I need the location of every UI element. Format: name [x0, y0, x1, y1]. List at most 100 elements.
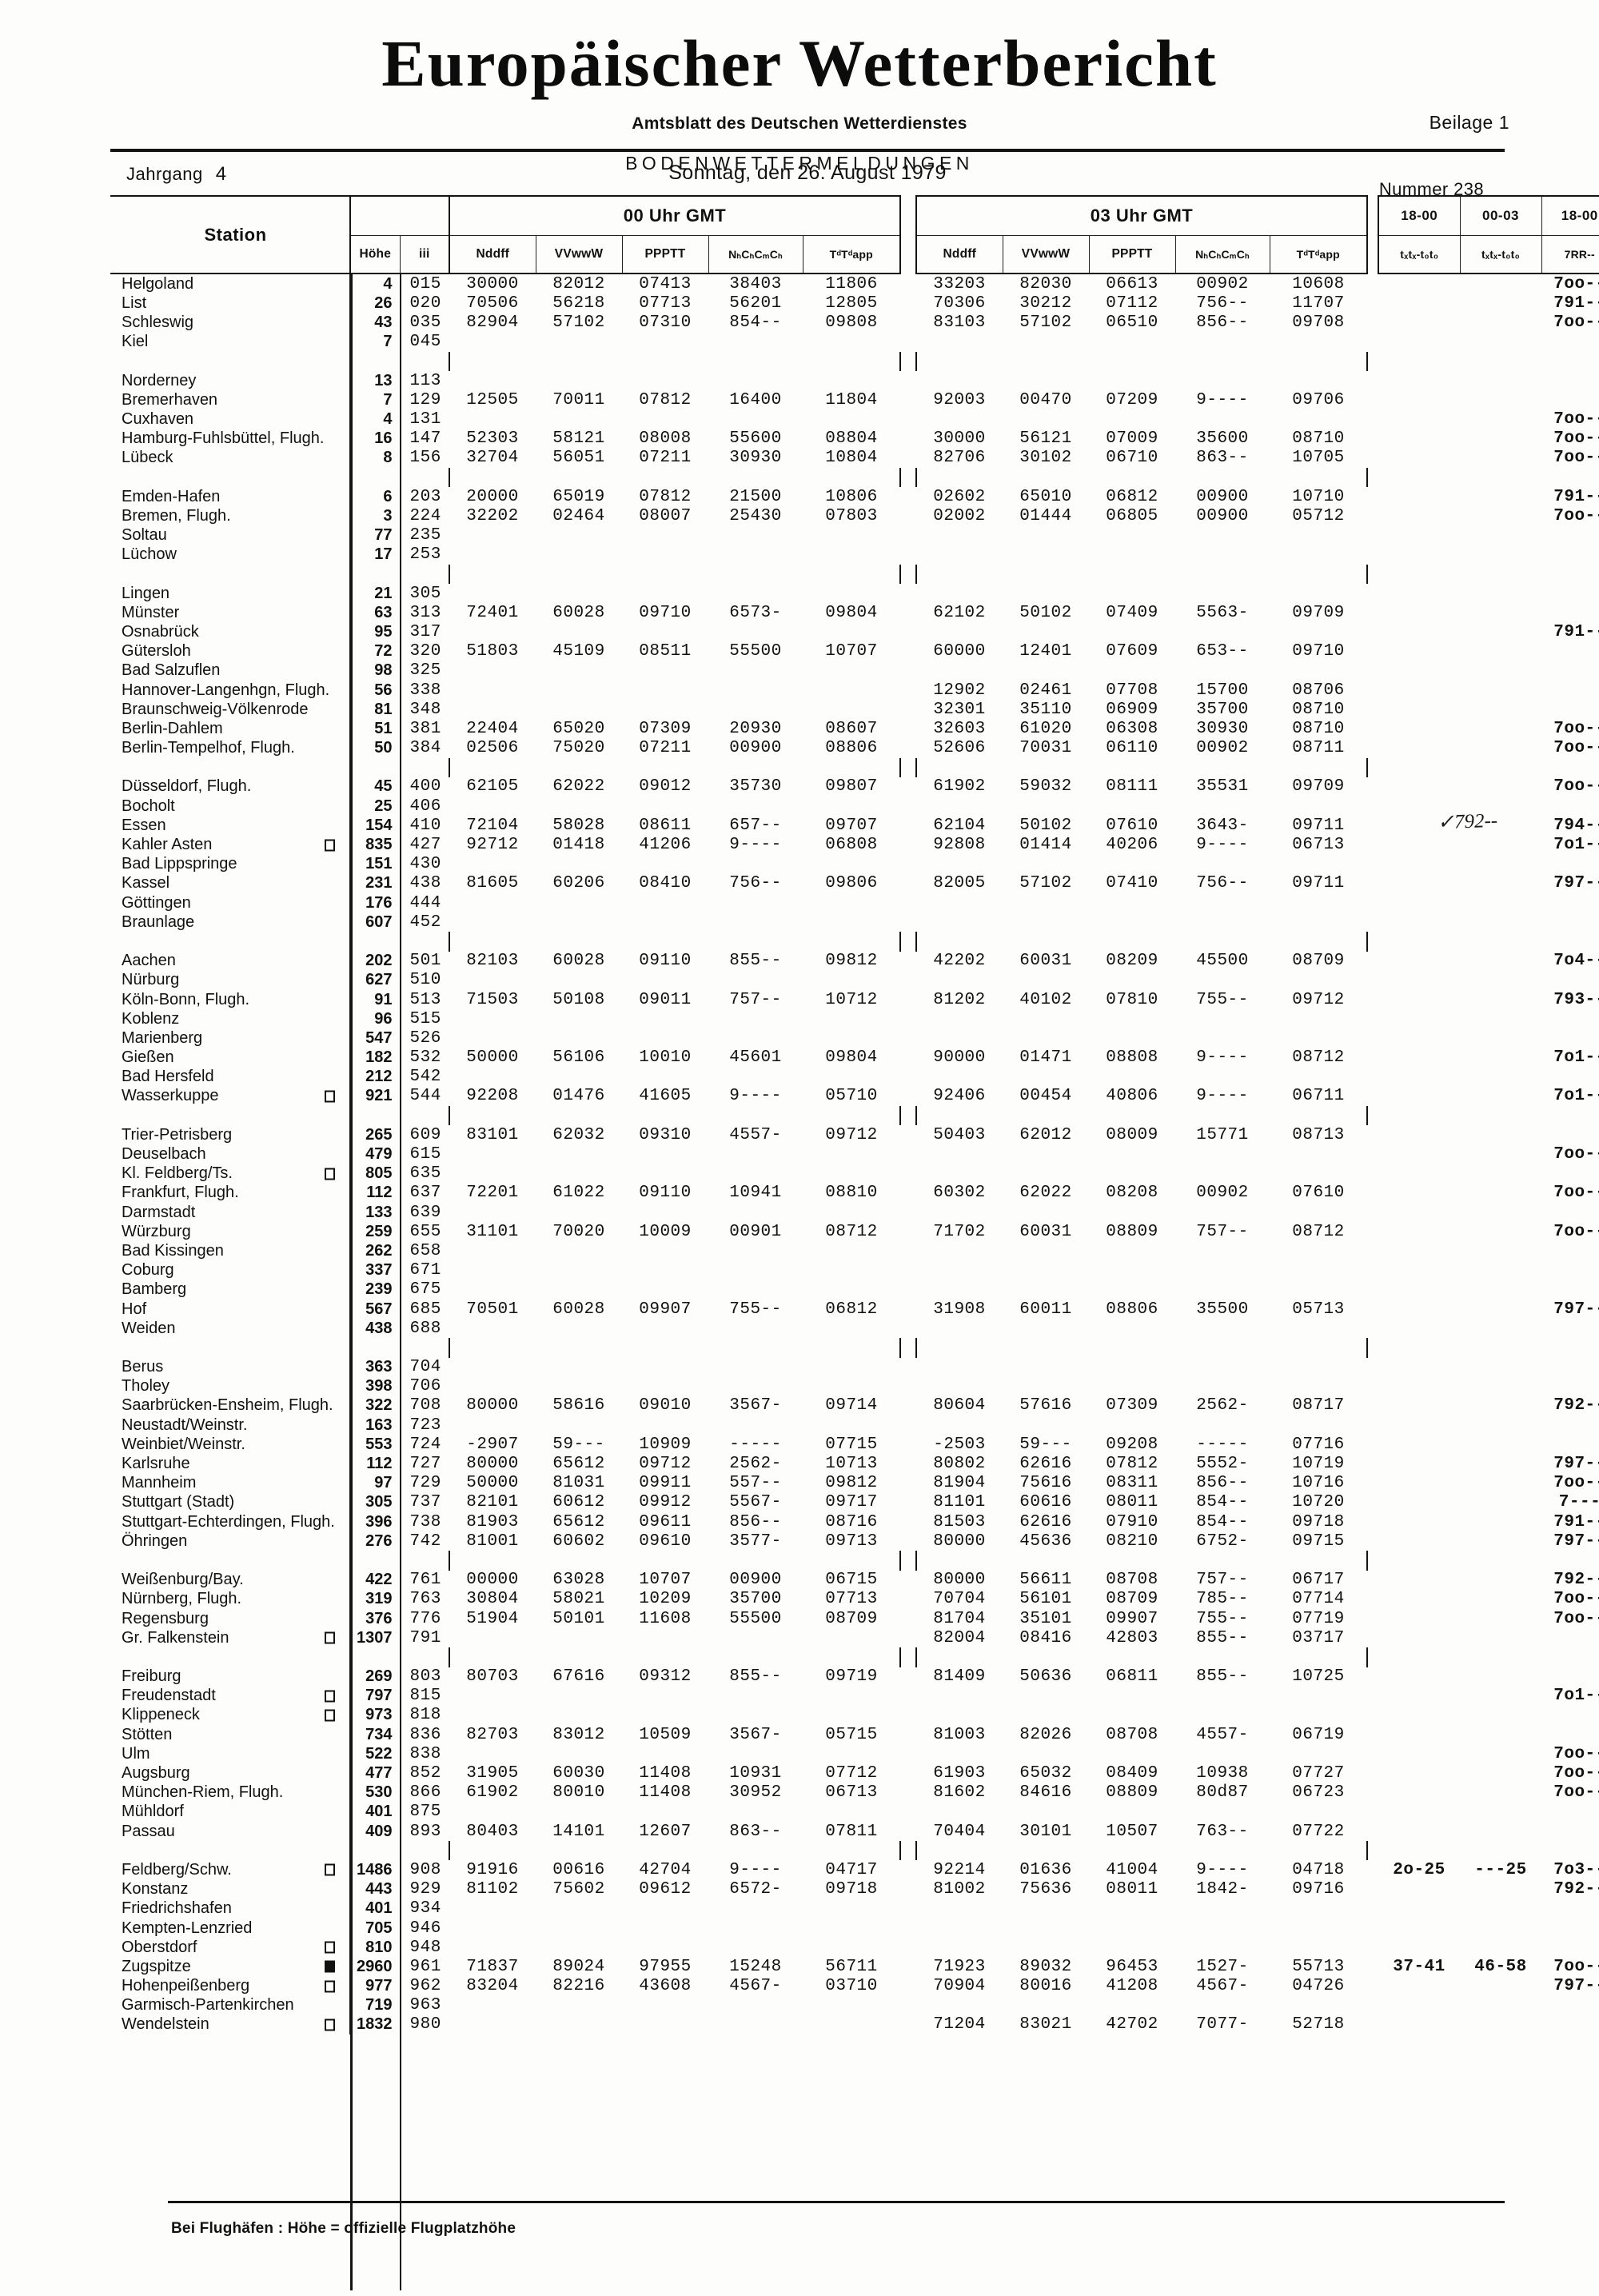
station-altitude: 567	[349, 1299, 400, 1320]
obs-00utc-group-3	[622, 912, 708, 932]
obs-03utc-group-5	[1270, 1803, 1367, 1822]
table-row: Hof 567 685 70501 60028 09907 755-- 06812 31908 6…	[110, 1299, 1599, 1320]
precipitation-group	[1541, 1125, 1599, 1144]
obs-00utc-group-3: 07211	[639, 739, 692, 758]
precipitation-group: 797--	[1553, 1300, 1599, 1319]
temp-span-1800-0000	[1378, 739, 1460, 758]
row-gap-2	[1367, 1803, 1378, 1822]
obs-03utc-group-2: 00470	[1019, 390, 1072, 409]
precipitation-group: 7oo--	[1553, 1744, 1599, 1763]
table-row: Norderney 13 113	[110, 370, 1599, 391]
station-index: 963	[399, 1995, 449, 2015]
obs-00utc-group-2	[536, 409, 622, 429]
row-gap-1	[900, 487, 916, 506]
obs-00utc-group-5: 09714	[825, 1396, 878, 1416]
obs-00utc-group-2: 58021	[552, 1590, 605, 1609]
temp-span-0000-0300	[1460, 739, 1541, 758]
station-name: Gießen	[122, 1048, 174, 1067]
obs-03utc-group-1	[916, 797, 1003, 816]
precipitation-group: 797--	[1553, 1977, 1599, 1996]
column-header-vvwww-00: VVwwW	[535, 235, 622, 274]
obs-03utc-group-4: 4567-	[1196, 1977, 1249, 1996]
obs-03utc-group-5: 09708	[1292, 313, 1345, 332]
station-index: 637	[399, 1183, 449, 1203]
temp-span-0000-0300	[1460, 1028, 1541, 1048]
obs-00utc-group-3: 10010	[639, 1048, 692, 1068]
station-index: 815	[399, 1686, 449, 1706]
temp-span-0000-0300	[1460, 1203, 1541, 1222]
station-name: Karlsruhe	[122, 1455, 190, 1473]
obs-00utc-group-5: 09719	[825, 1667, 878, 1687]
row-gap-1	[900, 1609, 916, 1628]
precipitation-group	[1541, 700, 1599, 719]
obs-03utc-group-4	[1175, 1261, 1270, 1280]
obs-00utc-group-2: 65019	[552, 487, 605, 506]
station-index: 742	[399, 1531, 449, 1551]
row-gap-1	[900, 1938, 916, 1957]
obs-03utc-group-5: 52718	[1292, 2015, 1345, 2034]
obs-03utc-group-3: 42803	[1106, 1628, 1158, 1647]
station-index: 384	[399, 738, 449, 758]
obs-03utc-group-4: 35500	[1196, 1300, 1249, 1319]
row-gap-1	[900, 545, 916, 565]
obs-03utc-group-5	[1270, 1068, 1367, 1087]
obs-03utc-group-4: 755--	[1196, 1609, 1249, 1628]
obs-00utc-group-4: 856--	[729, 1512, 782, 1531]
obs-00utc-group-3: 07211	[639, 449, 692, 468]
column-header-nddff-00: Nddff	[449, 235, 536, 274]
precipitation-group: 7---	[1558, 1493, 1599, 1512]
obs-03utc-group-3	[1089, 1919, 1175, 1938]
station-name: Coburg	[122, 1261, 174, 1280]
temp-span-1800-0000	[1378, 390, 1460, 409]
table-row: Essen 154 410 72104 58028 08611 657-- 09707 6210…	[110, 816, 1599, 836]
obs-03utc-group-2: 56121	[1019, 429, 1072, 449]
temp-span-1800-0000	[1378, 1358, 1460, 1377]
row-gap-2	[1367, 1957, 1378, 1976]
obs-00utc-group-1	[449, 584, 536, 603]
obs-03utc-group-4	[1175, 409, 1270, 429]
obs-00utc-group-2	[536, 1899, 622, 1919]
row-gap-2	[1367, 1763, 1378, 1783]
row-gap-2	[1367, 293, 1378, 313]
obs-03utc-group-3	[1089, 1144, 1175, 1164]
footer-rule	[168, 2201, 1505, 2203]
obs-03utc-group-1	[916, 661, 1003, 681]
obs-03utc-group-5: 10725	[1292, 1667, 1345, 1687]
station-name: München-Riem, Flugh.	[122, 1783, 284, 1802]
obs-00utc-group-3	[622, 1203, 708, 1222]
station-index: 737	[399, 1492, 449, 1512]
obs-03utc-group-4	[1175, 797, 1270, 816]
obs-00utc-group-3: 43608	[639, 1977, 692, 1996]
obs-03utc-group-5: 08706	[1292, 681, 1345, 700]
temp-span-0000-0300	[1460, 1454, 1541, 1473]
station-altitude: 398	[349, 1376, 400, 1396]
station-name: Mannheim	[122, 1474, 197, 1492]
row-gap-1	[900, 1144, 916, 1164]
temp-span-1800-0000	[1378, 700, 1460, 719]
temp-span-0000-0300	[1460, 1803, 1541, 1822]
station-index: 929	[399, 1879, 449, 1899]
table-row: Berlin-Dahlem 51 381 22404 65020 07309 20930 08…	[110, 719, 1599, 739]
obs-00utc-group-1: 83204	[466, 1977, 519, 1996]
obs-00utc-group-4: 10941	[729, 1184, 782, 1203]
obs-00utc-group-1	[449, 681, 536, 700]
temp-span-0000-0300	[1460, 1899, 1541, 1919]
obs-03utc-group-3	[1089, 545, 1175, 565]
table-row: Nürburg 627 510	[110, 970, 1599, 990]
row-gap-1	[900, 449, 916, 468]
obs-03utc-group-3: 09907	[1106, 1609, 1158, 1628]
station-name: Freudenstadt	[110, 1687, 350, 1706]
obs-03utc-group-1	[916, 1358, 1003, 1377]
obs-03utc-group-1: 82004	[933, 1628, 986, 1647]
obs-03utc-group-5: 10608	[1292, 274, 1345, 293]
station-name: Kempten-Lenzried	[122, 1919, 253, 1937]
station-index: 513	[399, 989, 449, 1010]
table-row: Neustadt/Weinstr. 163 723	[110, 1416, 1599, 1435]
obs-00utc-group-1	[449, 1744, 536, 1763]
table-row: Stuttgart (Stadt) 305 737 82101 60612 09912 55…	[110, 1492, 1599, 1512]
obs-03utc-group-2	[1003, 797, 1089, 816]
station-index: 723	[399, 1416, 449, 1435]
obs-03utc-group-3	[1089, 622, 1175, 641]
obs-00utc-group-3: 09611	[639, 1512, 692, 1531]
obs-00utc-group-5: 09707	[825, 816, 878, 835]
